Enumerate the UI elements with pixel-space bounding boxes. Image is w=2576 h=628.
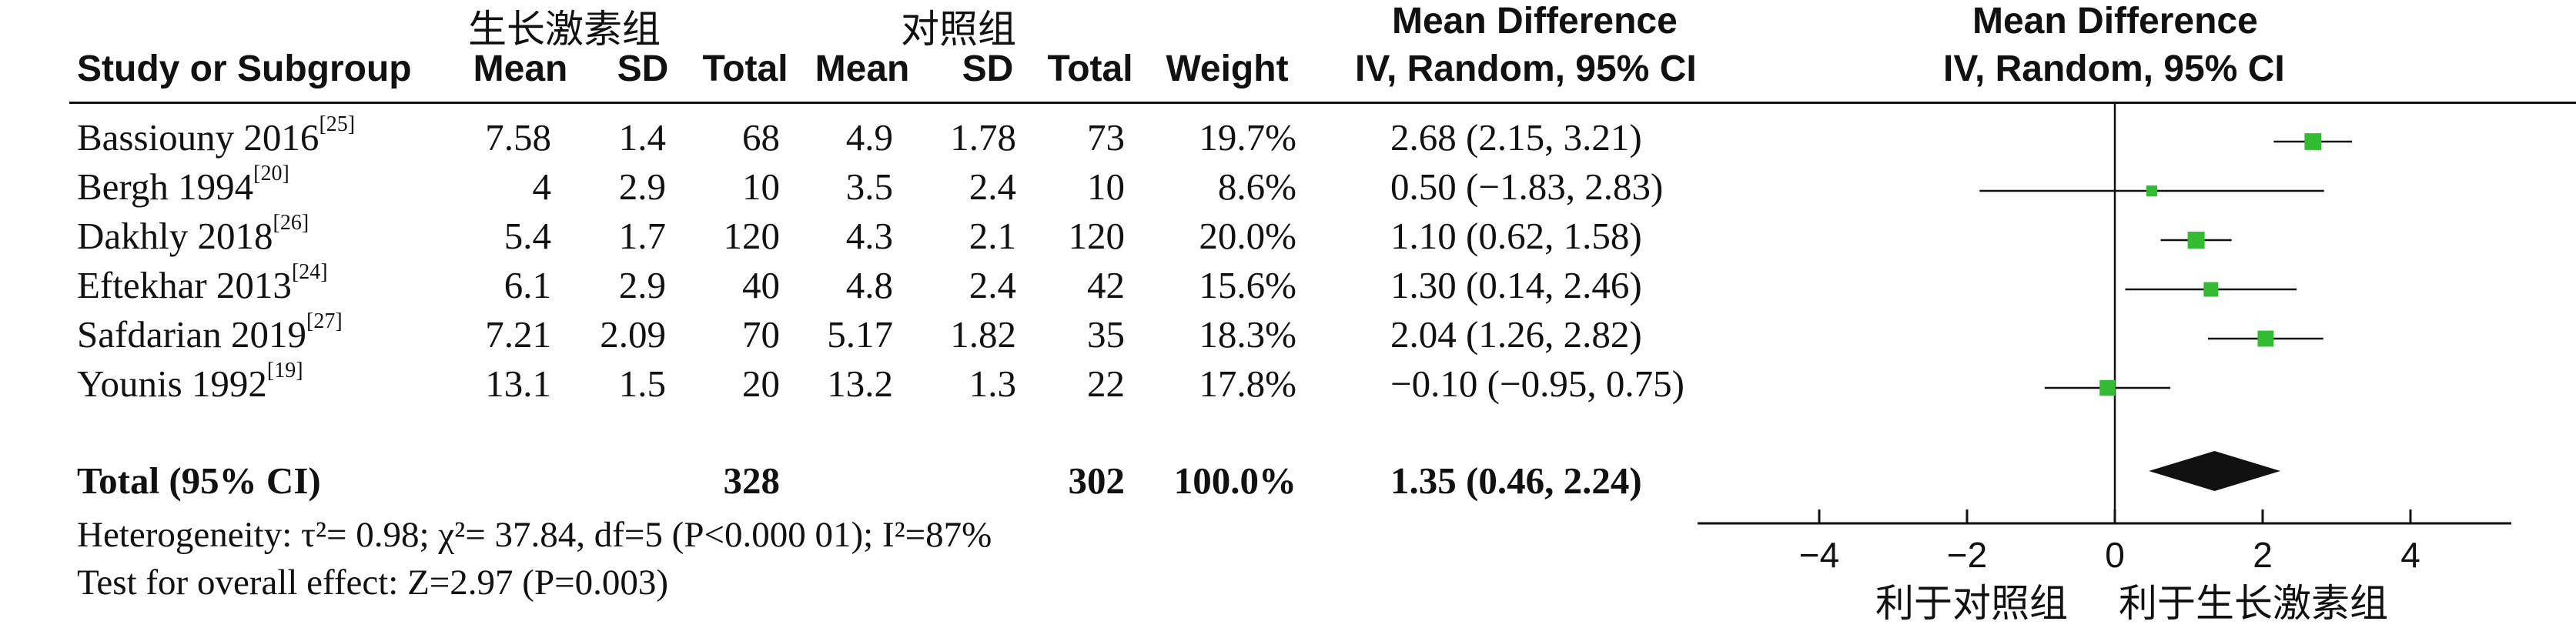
study-name: Safdarian 2019[27] — [77, 309, 343, 356]
study-ci-text: 1.30 (0.14, 2.46) — [1390, 264, 1642, 306]
study-marker — [2304, 133, 2322, 150]
study-sd2: 2.4 — [969, 165, 1016, 208]
col-md-method: IV, Random, 95% CI — [1355, 48, 1697, 89]
study-marker — [2257, 330, 2274, 347]
col-mean2: Mean — [815, 48, 910, 89]
pooled-diamond — [2149, 451, 2281, 491]
total-n1: 328 — [723, 459, 781, 502]
study-weight: 19.7% — [1199, 116, 1296, 159]
study-sd1: 2.09 — [600, 313, 666, 356]
x-tick-label: 0 — [2105, 535, 2125, 575]
study-total2: 22 — [1087, 362, 1125, 405]
col-mean1: Mean — [473, 48, 568, 89]
study-weight: 18.3% — [1199, 313, 1296, 356]
x-tick-label: 4 — [2400, 535, 2420, 575]
total-ci: 1.35 (0.46, 2.24) — [1390, 459, 1642, 502]
favours-control-label: 利于对照组 — [1875, 581, 2068, 626]
study-total2: 35 — [1087, 313, 1125, 356]
study-total2: 42 — [1087, 264, 1125, 306]
study-weight: 8.6% — [1217, 165, 1296, 208]
study-sd2: 1.78 — [950, 116, 1016, 159]
total-label: Total (95% CI) — [77, 459, 321, 502]
x-tick-label: −4 — [1799, 535, 1839, 575]
study-name: Bergh 1994[20] — [77, 162, 289, 208]
treatment-group-header: 生长激素组 — [468, 7, 661, 52]
study-sd1: 2.9 — [618, 165, 666, 208]
study-marker — [2146, 185, 2158, 197]
study-name: Younis 1992[19] — [77, 359, 303, 405]
plot-method: IV, Random, 95% CI — [1943, 48, 2285, 89]
study-mean1: 7.21 — [485, 313, 551, 356]
study-weight: 17.8% — [1199, 362, 1296, 405]
x-tick-label: 2 — [2253, 535, 2273, 575]
study-name: Eftekhar 2013[24] — [77, 260, 328, 306]
study-name: Bassiouny 2016[25] — [77, 112, 356, 159]
study-name: Dakhly 2018[26] — [77, 211, 309, 257]
study-mean2: 3.5 — [845, 165, 893, 208]
study-total2: 120 — [1068, 215, 1126, 257]
study-mean2: 4.8 — [845, 264, 893, 306]
study-sd2: 2.4 — [969, 264, 1016, 306]
study-ci-text: −0.10 (−0.95, 0.75) — [1390, 362, 1684, 405]
study-sd1: 2.9 — [618, 264, 666, 306]
study-total1: 20 — [742, 362, 780, 405]
col-weight: Weight — [1166, 48, 1289, 89]
plot-title: Mean Difference — [1972, 1, 2258, 42]
study-total1: 70 — [742, 313, 780, 356]
study-weight: 20.0% — [1199, 215, 1296, 257]
study-mean1: 5.4 — [503, 215, 551, 257]
favours-treatment-label: 利于生长激素组 — [2119, 581, 2388, 626]
study-sd1: 1.4 — [618, 116, 666, 159]
study-ci-text: 0.50 (−1.83, 2.83) — [1390, 165, 1664, 208]
study-total2: 73 — [1087, 116, 1125, 159]
header-rule — [69, 102, 2576, 104]
study-sd1: 1.7 — [618, 215, 666, 257]
col-study: Study or Subgroup — [77, 48, 412, 89]
study-marker — [2203, 282, 2219, 297]
col-sd1: SD — [617, 48, 669, 89]
study-total1: 68 — [742, 116, 780, 159]
study-ci-text: 1.10 (0.62, 1.58) — [1390, 215, 1642, 257]
study-mean1: 6.1 — [503, 264, 551, 306]
md-column-title: Mean Difference — [1392, 1, 1678, 42]
study-mean1: 4 — [532, 165, 552, 208]
total-n2: 302 — [1068, 459, 1126, 502]
study-total1: 40 — [742, 264, 780, 306]
col-total1: Total — [702, 48, 788, 89]
study-sd2: 2.1 — [969, 215, 1016, 257]
total-weight: 100.0% — [1173, 459, 1296, 502]
overall-effect-text: Test for overall effect: Z=2.97 (P=0.003… — [77, 563, 668, 603]
study-ci-text: 2.04 (1.26, 2.82) — [1390, 313, 1642, 356]
study-marker — [2099, 379, 2116, 396]
study-sd2: 1.82 — [950, 313, 1016, 356]
study-weight: 15.6% — [1199, 264, 1296, 306]
study-mean2: 4.9 — [845, 116, 893, 159]
heterogeneity-text: Heterogeneity: τ²= 0.98; χ²= 37.84, df=5… — [77, 515, 992, 555]
study-marker — [2187, 232, 2205, 249]
col-sd2: SD — [962, 48, 1014, 89]
col-total2: Total — [1047, 48, 1133, 89]
study-sd2: 1.3 — [969, 362, 1016, 405]
study-total2: 10 — [1087, 165, 1125, 208]
study-total1: 120 — [723, 215, 781, 257]
control-group-header: 对照组 — [901, 7, 1016, 52]
study-mean1: 13.1 — [485, 362, 551, 405]
study-mean2: 4.3 — [845, 215, 893, 257]
study-ci-text: 2.68 (2.15, 3.21) — [1390, 116, 1642, 159]
x-tick-label: −2 — [1947, 535, 1987, 575]
study-sd1: 1.5 — [618, 362, 666, 405]
study-total1: 10 — [742, 165, 780, 208]
study-mean2: 5.17 — [827, 313, 893, 356]
study-mean2: 13.2 — [827, 362, 893, 405]
study-mean1: 7.58 — [485, 116, 551, 159]
